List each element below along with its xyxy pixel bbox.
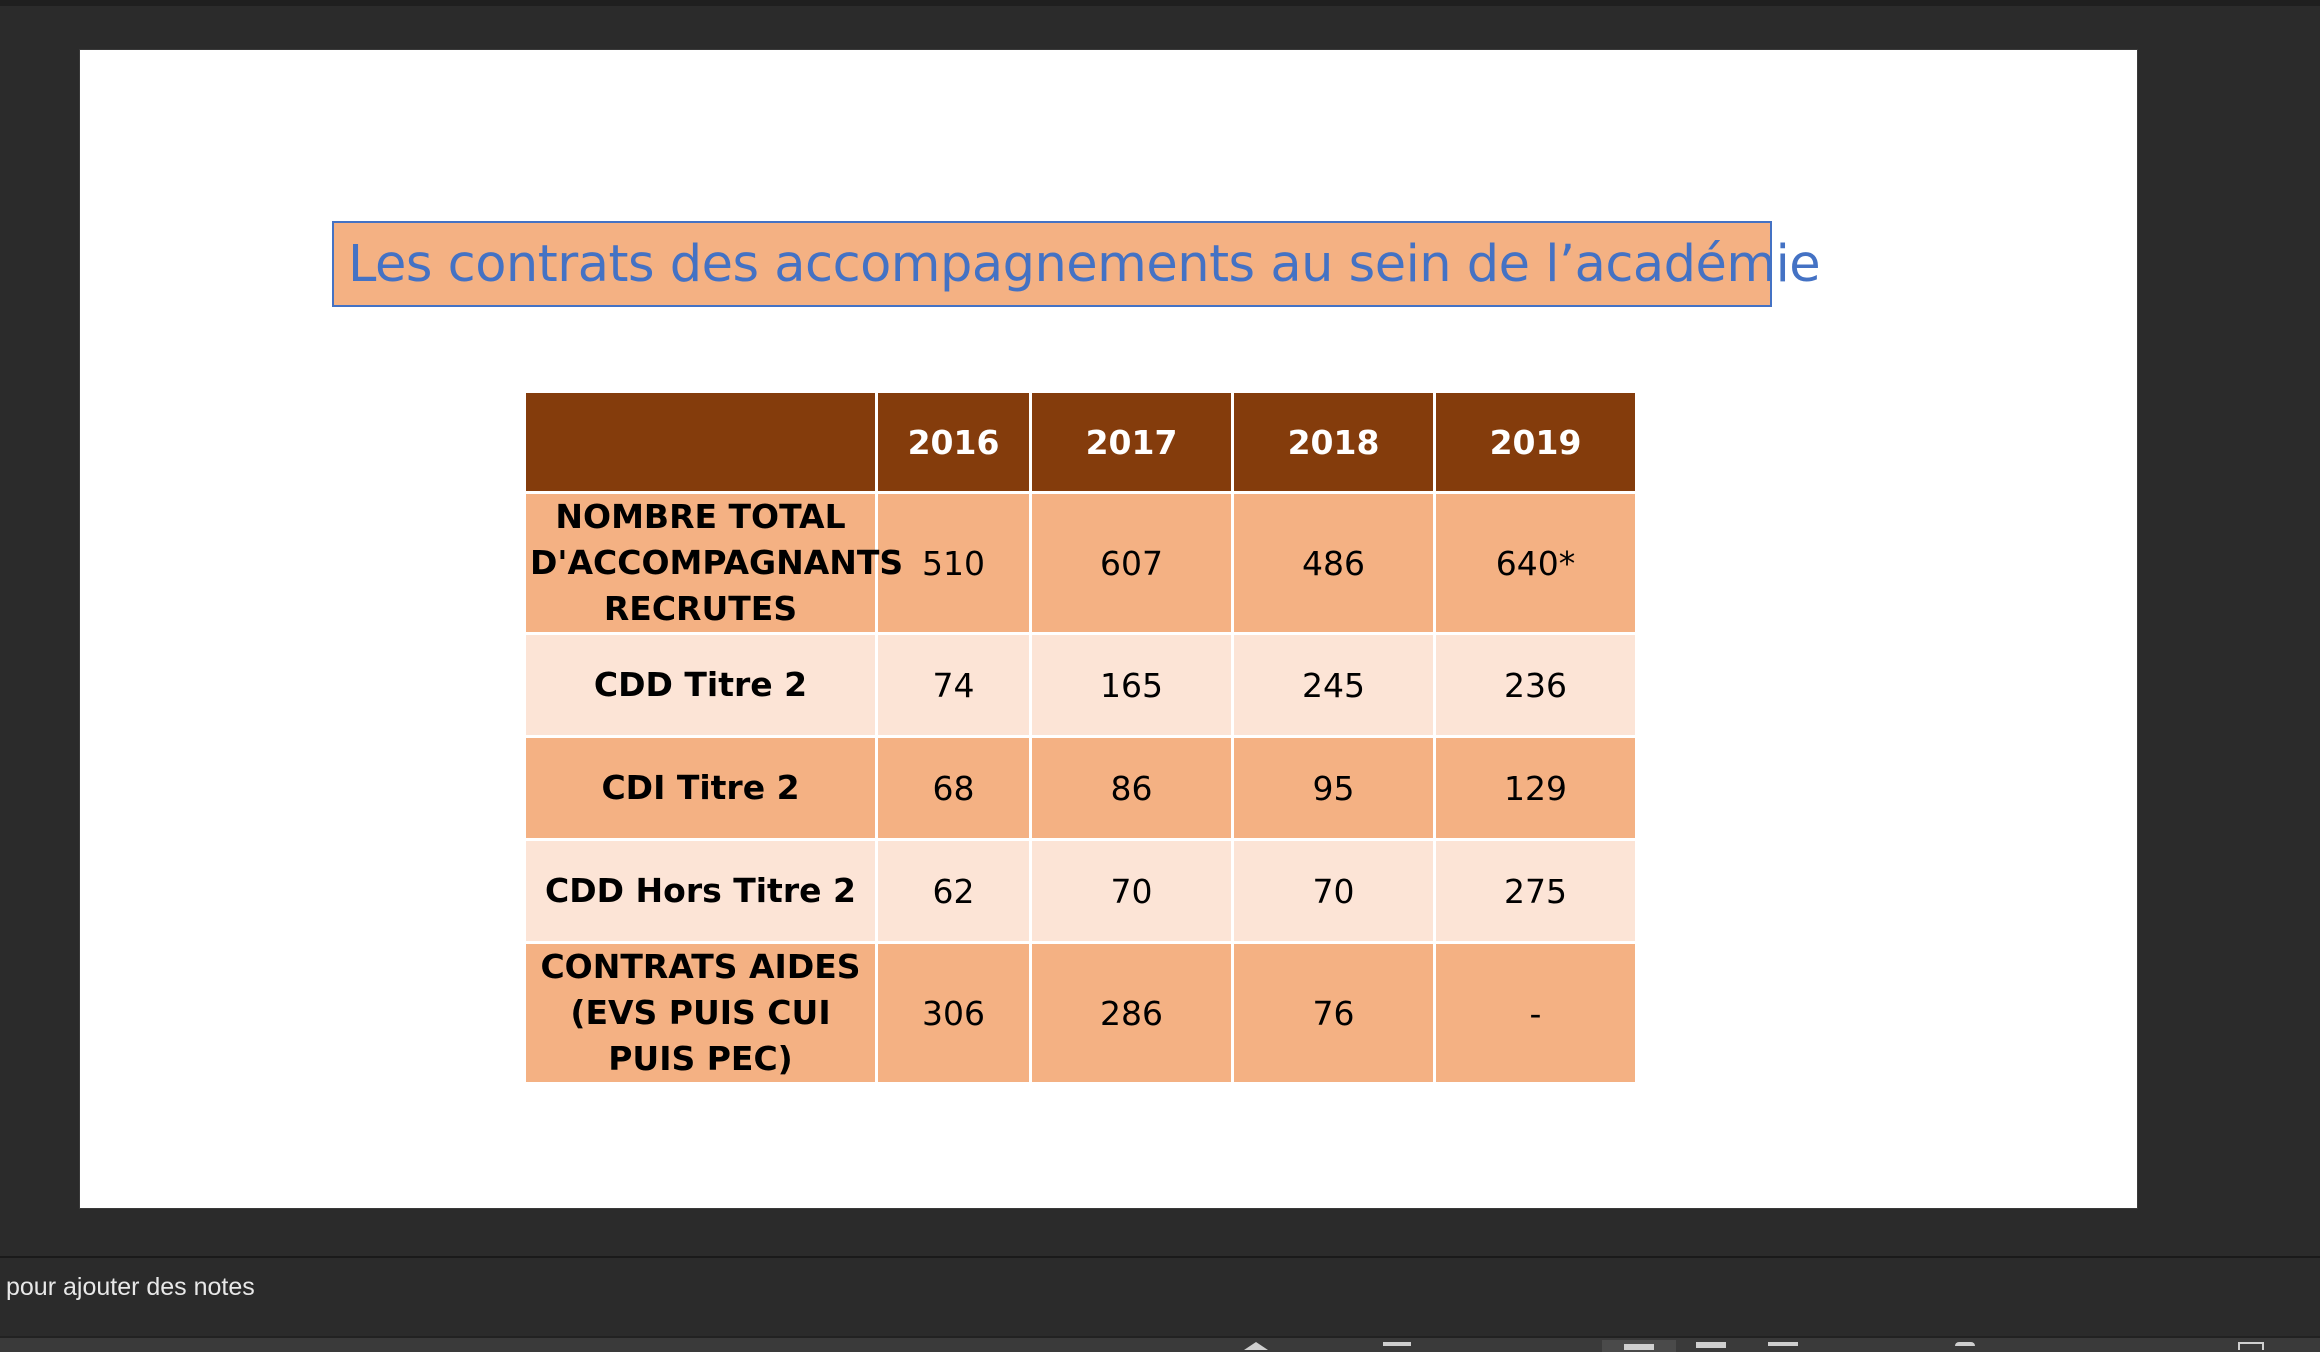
table-row: CONTRATS AIDES (EVS PUIS CUI PUIS PEC) 3… xyxy=(523,941,1638,1085)
table-row: CDD Hors Titre 2 62 70 70 275 xyxy=(523,838,1638,944)
notes-placeholder[interactable]: pour ajouter des notes xyxy=(6,1273,255,1301)
row-label: CDD Hors Titre 2 xyxy=(523,838,878,944)
table-cell: 62 xyxy=(875,838,1032,944)
table-cell: 607 xyxy=(1029,491,1234,635)
table-cell: 68 xyxy=(875,735,1032,841)
comments-icon[interactable] xyxy=(1383,1342,1411,1346)
zoom-icon[interactable] xyxy=(1955,1342,1975,1346)
row-label: CONTRATS AIDES (EVS PUIS CUI PUIS PEC) xyxy=(523,941,878,1085)
header-cell-empty xyxy=(523,390,878,494)
row-label: NOMBRE TOTAL D'ACCOMPAGNANTS RECRUTES xyxy=(523,491,903,635)
table-cell: 95 xyxy=(1231,735,1436,841)
table-cell: 236 xyxy=(1433,632,1638,738)
table-cell: - xyxy=(1433,941,1638,1085)
header-cell-2019: 2019 xyxy=(1433,390,1638,494)
table-cell: 76 xyxy=(1231,941,1436,1085)
contracts-table[interactable]: 2016 2017 2018 2019 NOMBRE TOTAL D'ACCOM… xyxy=(523,390,1638,1085)
notes-pane[interactable] xyxy=(0,1258,2320,1338)
fit-icon[interactable] xyxy=(2238,1342,2264,1350)
header-cell-2016: 2016 xyxy=(875,390,1032,494)
table-cell: 275 xyxy=(1433,838,1638,944)
table-cell: 486 xyxy=(1231,491,1436,635)
window-top-edge xyxy=(0,0,2320,6)
table-cell: 165 xyxy=(1029,632,1234,738)
table-header-row: 2016 2017 2018 2019 xyxy=(523,390,1638,494)
slide-title-box[interactable]: Les contrats des accompagnements au sein… xyxy=(332,221,1821,307)
slide-sorter-icon[interactable] xyxy=(1696,1342,1726,1348)
header-cell-2018: 2018 xyxy=(1231,390,1436,494)
slide-canvas[interactable]: Les contrats des accompagnements au sein… xyxy=(80,50,2137,1208)
table-cell: 86 xyxy=(1029,735,1234,841)
table-row: CDI Titre 2 68 86 95 129 xyxy=(523,735,1638,841)
table-cell: 640* xyxy=(1433,491,1638,635)
normal-view-inner-icon xyxy=(1624,1344,1654,1350)
table-cell: 74 xyxy=(875,632,1032,738)
view-up-icon[interactable] xyxy=(1244,1342,1268,1350)
table-cell: 129 xyxy=(1433,735,1638,841)
table-cell: 510 xyxy=(875,491,1032,635)
header-cell-2017: 2017 xyxy=(1029,390,1234,494)
table-row: NOMBRE TOTAL D'ACCOMPAGNANTS RECRUTES 51… xyxy=(523,491,1638,635)
table-cell: 70 xyxy=(1029,838,1234,944)
table-cell: 286 xyxy=(1029,941,1234,1085)
table-cell: 245 xyxy=(1231,632,1436,738)
table-cell: 70 xyxy=(1231,838,1436,944)
row-label: CDI Titre 2 xyxy=(523,735,878,841)
reading-view-icon[interactable] xyxy=(1768,1342,1798,1346)
table-cell: 306 xyxy=(875,941,1032,1085)
notes-divider[interactable] xyxy=(0,1256,2320,1258)
table-row: CDD Titre 2 74 165 245 236 xyxy=(523,632,1638,738)
slide-title: Les contrats des accompagnements au sein… xyxy=(348,234,1821,294)
status-bar xyxy=(0,1336,2320,1352)
row-label: CDD Titre 2 xyxy=(523,632,878,738)
